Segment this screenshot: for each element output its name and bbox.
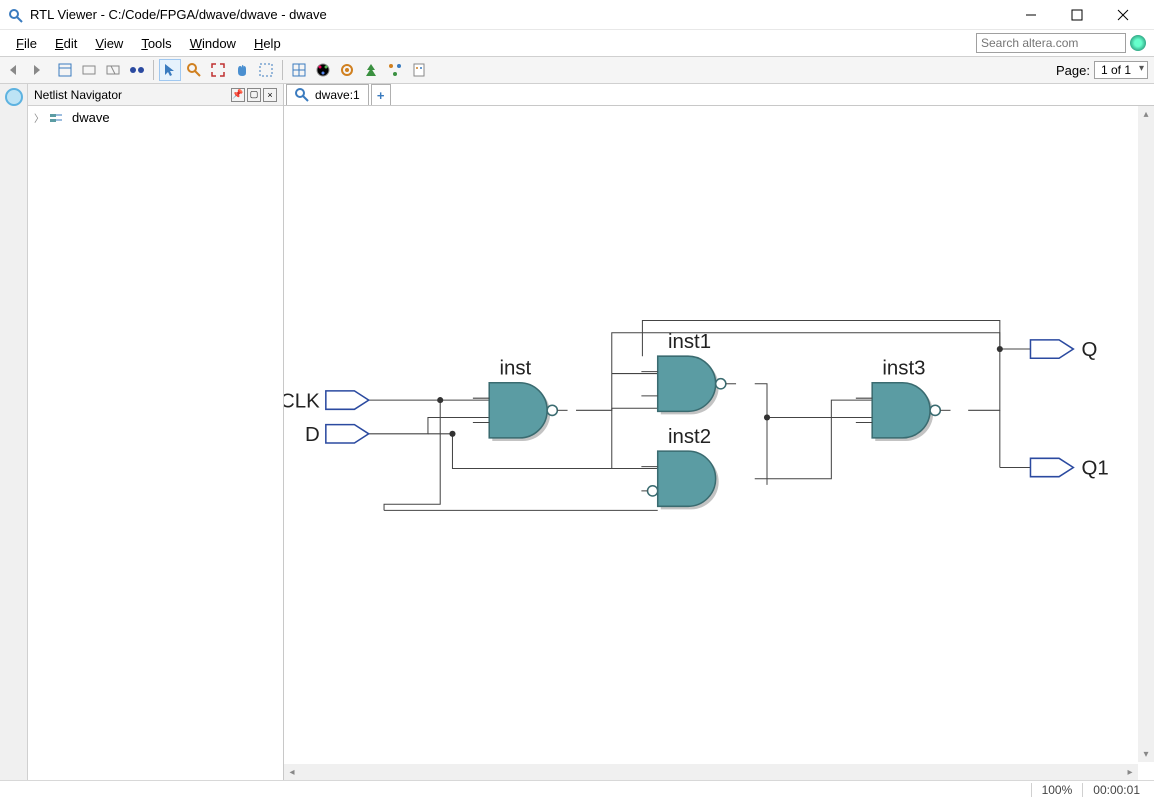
- grid-tool[interactable]: [288, 59, 310, 81]
- svg-text:Q1: Q1: [1082, 458, 1109, 480]
- menubar: File Edit View Tools Window Help: [0, 30, 1154, 56]
- globe-icon[interactable]: [1130, 35, 1146, 51]
- menu-tools[interactable]: Tools: [133, 34, 179, 53]
- svg-text:inst2: inst2: [668, 426, 711, 448]
- tab-dwave-1[interactable]: dwave:1: [286, 84, 369, 105]
- netlist-icon: [50, 112, 66, 124]
- menu-edit[interactable]: Edit: [47, 34, 85, 53]
- status-bar: 100% 00:00:01: [0, 780, 1154, 798]
- diagram-canvas-wrapper: inst inst1 inst2 inst3 CLK D Q Q1: [284, 106, 1154, 780]
- tool-1[interactable]: [54, 59, 76, 81]
- svg-text:inst3: inst3: [882, 358, 925, 380]
- menu-view[interactable]: View: [87, 34, 131, 53]
- pointer-tool[interactable]: [159, 59, 181, 81]
- hand-tool[interactable]: [231, 59, 253, 81]
- netlist-navigator-panel: Netlist Navigator 📌 ▢ × 〉 dwave: [28, 84, 284, 780]
- binoculars-icon[interactable]: [126, 59, 148, 81]
- minimize-button[interactable]: [1008, 0, 1054, 30]
- panel-pin-icon[interactable]: 📌: [231, 88, 245, 102]
- rtl-diagram[interactable]: inst inst1 inst2 inst3 CLK D Q Q1: [284, 106, 1154, 780]
- magnifier-icon: [295, 88, 309, 102]
- select-area-tool[interactable]: [255, 59, 277, 81]
- svg-text:D: D: [305, 424, 320, 446]
- titlebar: RTL Viewer - C:/Code/FPGA/dwave/dwave - …: [0, 0, 1154, 30]
- tree-tool[interactable]: [360, 59, 382, 81]
- tree-item-label: dwave: [72, 110, 110, 125]
- doc-tool[interactable]: [408, 59, 430, 81]
- color-tool[interactable]: [312, 59, 334, 81]
- forward-button[interactable]: [30, 59, 52, 81]
- rail-button[interactable]: [5, 88, 23, 106]
- status-time: 00:00:01: [1082, 783, 1150, 797]
- back-button[interactable]: [6, 59, 28, 81]
- svg-text:CLK: CLK: [284, 390, 320, 412]
- maximize-button[interactable]: [1054, 0, 1100, 30]
- chevron-right-icon: 〉: [34, 110, 44, 125]
- svg-text:inst: inst: [499, 358, 531, 380]
- nodes-tool[interactable]: [384, 59, 406, 81]
- svg-text:inst1: inst1: [668, 331, 711, 353]
- horizontal-scrollbar[interactable]: ◂▸: [284, 764, 1138, 780]
- add-tab-button[interactable]: +: [371, 84, 391, 105]
- toolbar: Page: 1 of 1: [0, 56, 1154, 84]
- side-rail: [0, 84, 28, 780]
- tab-label: dwave:1: [315, 88, 360, 102]
- menu-window[interactable]: Window: [182, 34, 244, 53]
- app-icon: [8, 7, 24, 23]
- menu-help[interactable]: Help: [246, 34, 289, 53]
- page-label: Page:: [1056, 63, 1090, 78]
- tree-item-dwave[interactable]: 〉 dwave: [28, 106, 283, 129]
- status-zoom: 100%: [1031, 783, 1083, 797]
- tab-bar: dwave:1 +: [284, 84, 1154, 106]
- svg-text:Q: Q: [1082, 339, 1098, 361]
- tool-3[interactable]: [102, 59, 124, 81]
- content-area: dwave:1 + instinst1inst2inst3CLKDQQ1 ▴▾ …: [284, 84, 1154, 780]
- window-title: RTL Viewer - C:/Code/FPGA/dwave/dwave - …: [30, 7, 1008, 22]
- page-dropdown[interactable]: 1 of 1: [1094, 61, 1148, 79]
- settings-tool[interactable]: [336, 59, 358, 81]
- panel-float-icon[interactable]: ▢: [247, 88, 261, 102]
- search-input[interactable]: [976, 33, 1126, 53]
- panel-close-icon[interactable]: ×: [263, 88, 277, 102]
- panel-title: Netlist Navigator 📌 ▢ ×: [28, 84, 283, 106]
- tool-2[interactable]: [78, 59, 100, 81]
- fit-tool[interactable]: [207, 59, 229, 81]
- vertical-scrollbar[interactable]: ▴▾: [1138, 106, 1154, 762]
- zoom-tool[interactable]: [183, 59, 205, 81]
- close-button[interactable]: [1100, 0, 1146, 30]
- menu-file[interactable]: File: [8, 34, 45, 53]
